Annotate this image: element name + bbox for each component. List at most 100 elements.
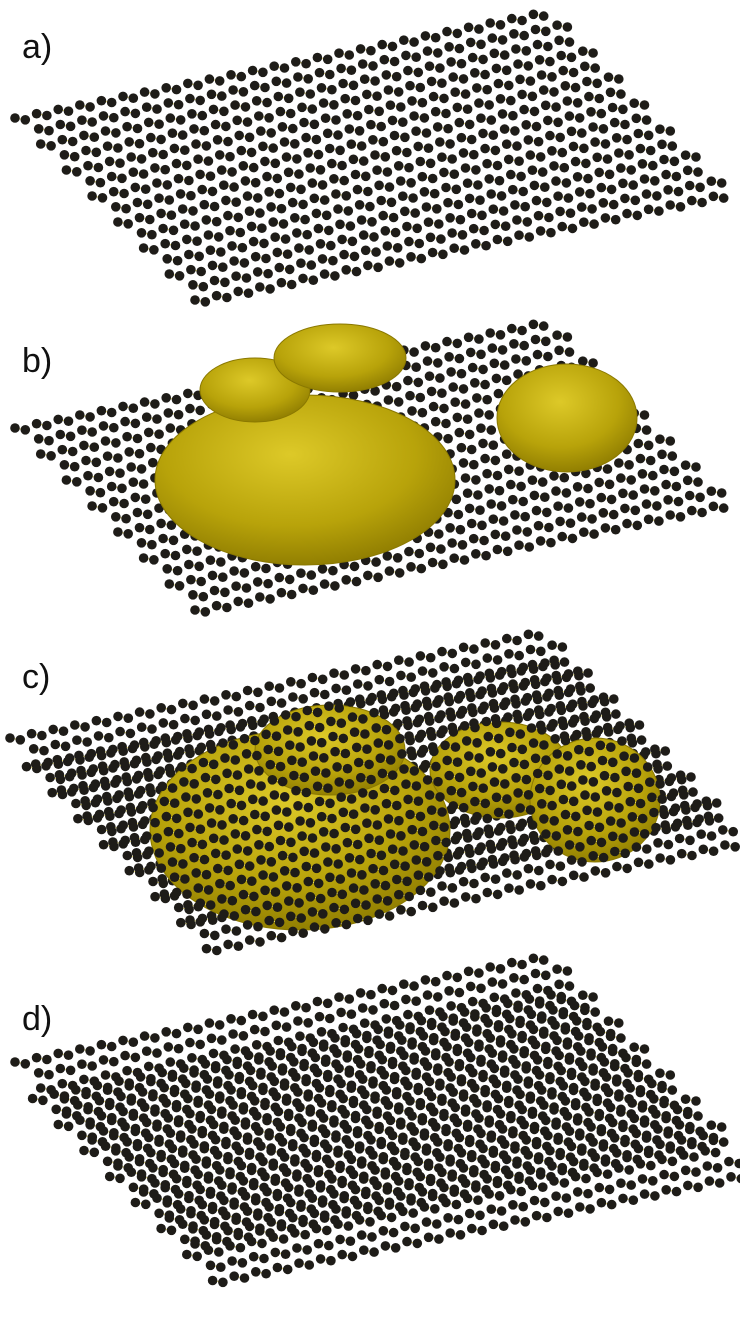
atom — [339, 734, 349, 744]
atom — [351, 899, 361, 909]
atom — [364, 1046, 374, 1056]
atom — [348, 712, 358, 722]
atom — [463, 178, 473, 188]
atom — [305, 721, 315, 731]
atom — [717, 488, 727, 498]
atom — [482, 717, 492, 727]
atom — [53, 105, 63, 115]
atom — [319, 1039, 329, 1049]
atom — [156, 1224, 166, 1234]
atom — [42, 421, 52, 431]
atom — [346, 1236, 356, 1246]
atom — [442, 1042, 452, 1052]
atom — [229, 740, 239, 750]
atom — [220, 588, 230, 598]
atom — [550, 660, 560, 670]
atom — [315, 1012, 325, 1022]
atom — [308, 104, 318, 114]
atom — [290, 139, 300, 149]
atom — [113, 1158, 123, 1168]
atom — [541, 829, 551, 839]
atom — [663, 185, 673, 195]
atom — [280, 792, 290, 802]
atom — [425, 1077, 435, 1087]
atom — [127, 807, 137, 817]
atom — [555, 690, 565, 700]
atom — [545, 860, 555, 870]
atom — [221, 196, 231, 206]
atom — [483, 653, 493, 663]
atom — [340, 94, 350, 104]
atom — [572, 730, 582, 740]
atom — [317, 1098, 327, 1108]
atom — [116, 1092, 126, 1102]
atom — [122, 432, 132, 442]
atom — [414, 796, 424, 806]
atom — [496, 94, 506, 104]
atom — [672, 482, 682, 492]
atom — [492, 374, 502, 384]
atom — [339, 250, 349, 260]
atom — [270, 232, 280, 242]
atom — [165, 269, 175, 279]
atom — [150, 818, 160, 828]
atom — [467, 1150, 477, 1160]
atom — [351, 825, 361, 835]
atom — [433, 1063, 443, 1073]
atom — [235, 786, 245, 796]
atom — [154, 1135, 164, 1145]
atom — [463, 104, 473, 114]
atom — [492, 1079, 502, 1089]
atom — [529, 664, 539, 674]
atom — [461, 1178, 471, 1188]
atom — [256, 126, 266, 136]
atom — [612, 788, 622, 798]
atom — [433, 358, 443, 368]
atom — [673, 1105, 683, 1115]
atom — [408, 193, 418, 203]
atom — [277, 1219, 287, 1229]
atom — [504, 883, 514, 893]
atom — [73, 1100, 83, 1110]
atom — [290, 213, 300, 223]
atom — [131, 493, 141, 503]
atom — [5, 733, 15, 743]
atom — [578, 46, 588, 56]
atom — [265, 1046, 275, 1056]
atom — [56, 1064, 66, 1074]
atom — [504, 649, 514, 659]
atom — [345, 1139, 355, 1149]
atom — [584, 747, 594, 757]
atom — [175, 747, 185, 757]
atom — [237, 72, 247, 82]
atom — [551, 1191, 561, 1201]
atom — [500, 360, 510, 370]
atom — [493, 890, 503, 900]
atom — [205, 729, 215, 739]
atom — [696, 829, 706, 839]
atom — [582, 732, 592, 742]
atom — [705, 1176, 715, 1186]
atom — [358, 788, 368, 798]
atom — [277, 933, 287, 943]
atom — [296, 913, 306, 923]
atom — [405, 810, 415, 820]
atom — [544, 523, 554, 533]
atom — [370, 150, 380, 160]
atom — [168, 128, 178, 138]
atom — [372, 660, 382, 670]
atom — [137, 464, 147, 474]
atom — [255, 1223, 265, 1233]
atom — [62, 475, 72, 485]
atom — [196, 577, 206, 587]
atom — [275, 1204, 285, 1214]
atom — [681, 1094, 691, 1104]
atom — [618, 1120, 628, 1130]
atom — [320, 195, 330, 205]
atom — [534, 1152, 544, 1162]
atom — [535, 996, 545, 1006]
atom — [190, 716, 200, 726]
atom — [632, 768, 642, 778]
atom — [479, 702, 489, 712]
atom — [657, 450, 667, 460]
